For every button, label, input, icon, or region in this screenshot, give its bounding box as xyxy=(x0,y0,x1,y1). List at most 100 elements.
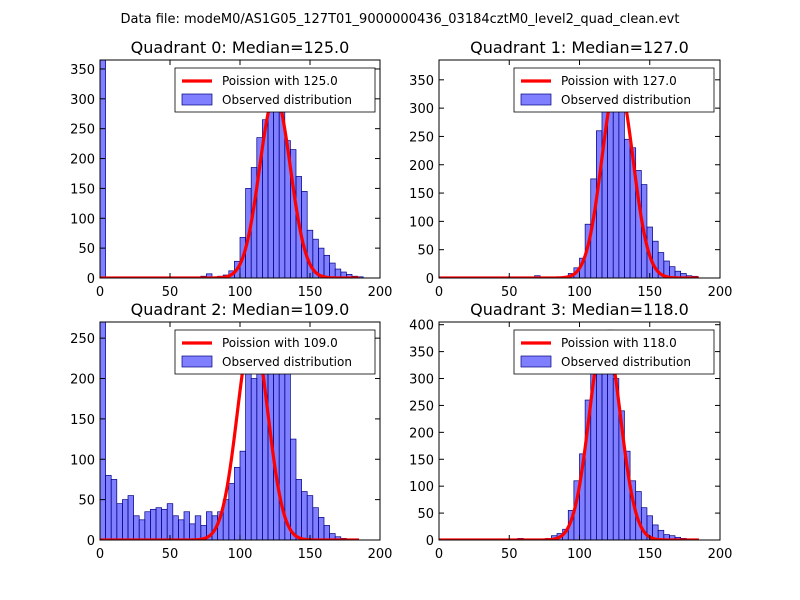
legend: Poission with 109.0 Observed distribution xyxy=(174,329,376,375)
y-tick-label: 250 xyxy=(70,332,95,347)
y-tick-label: 300 xyxy=(70,93,95,108)
histogram-bar xyxy=(323,254,330,278)
legend: Poission with 125.0 Observed distribution xyxy=(174,67,376,113)
y-tick-label: 350 xyxy=(409,346,434,361)
x-tick-label: 0 xyxy=(435,285,443,300)
histogram-bar xyxy=(133,515,140,540)
histogram-bar xyxy=(624,138,631,278)
y-tick-label: 250 xyxy=(409,399,434,414)
poisson-curve xyxy=(439,331,700,540)
y-tick-label: 100 xyxy=(409,480,434,495)
legend: Poission with 127.0 Observed distribution xyxy=(513,67,715,113)
histogram-bar xyxy=(323,525,330,540)
histogram-bar xyxy=(100,60,106,278)
y-tick-label: 250 xyxy=(409,130,434,145)
histogram-bar xyxy=(105,475,112,540)
histogram-bar xyxy=(234,466,241,540)
panel-quadrant-0: Quadrant 0: Median=125.0 0 50 100 150 200 0 50 1… xyxy=(70,38,392,300)
y-tick-label: 0 xyxy=(426,272,434,287)
panel-title: Quadrant 3: Median=118.0 xyxy=(470,300,689,319)
histogram-bar xyxy=(273,86,280,278)
y-tick-label: 200 xyxy=(409,426,434,441)
histogram-bar xyxy=(228,483,235,540)
x-tick-label: 0 xyxy=(96,285,104,300)
histogram-bar xyxy=(178,519,185,540)
legend-entry-poisson: Poission with 127.0 xyxy=(561,74,677,88)
histogram-bar xyxy=(138,519,146,540)
y-tick-label: 250 xyxy=(70,123,95,138)
x-tick-label: 0 xyxy=(96,547,104,562)
legend-bar-swatch xyxy=(520,355,552,368)
x-tick-label: 50 xyxy=(501,285,518,300)
y-tick-label: 100 xyxy=(70,212,95,227)
panel-quadrant-2: Quadrant 2: Median=109.0 0 50 100 150 200 0 50 1… xyxy=(70,300,392,562)
panel-title: Quadrant 0: Median=125.0 xyxy=(131,38,350,57)
histogram-bar xyxy=(189,523,196,540)
panel-title: Quadrant 1: Median=127.0 xyxy=(470,38,689,57)
y-tick-label: 100 xyxy=(409,215,434,230)
y-tick-label: 350 xyxy=(70,63,95,78)
y-tick-label: 150 xyxy=(409,453,434,468)
legend-bar-swatch xyxy=(181,355,213,368)
figure-title: Data file: modeM0/AS1G05_127T01_90000004… xyxy=(121,12,680,27)
y-tick-label: 0 xyxy=(87,272,95,287)
histogram-bar xyxy=(267,98,274,278)
y-tick-label: 200 xyxy=(70,153,95,168)
histogram-bar xyxy=(290,438,297,540)
legend-entry-observed: Observed distribution xyxy=(561,93,691,107)
histogram-bar xyxy=(318,517,325,540)
legend-entry-poisson: Poission with 125.0 xyxy=(222,74,338,88)
y-tick-label: 100 xyxy=(70,453,95,468)
histogram-bar xyxy=(150,508,157,540)
legend-bar-swatch xyxy=(181,93,213,106)
histogram-bar xyxy=(100,322,106,540)
y-tick-label: 400 xyxy=(409,319,434,334)
x-tick-label: 150 xyxy=(298,285,323,300)
y-tick-label: 50 xyxy=(78,242,95,257)
y-tick-label: 350 xyxy=(409,74,434,89)
histogram-bar xyxy=(127,495,134,540)
histogram-bar xyxy=(273,345,280,540)
x-tick-label: 200 xyxy=(368,285,393,300)
legend-bar-swatch xyxy=(520,93,552,106)
x-tick-label: 200 xyxy=(368,547,393,562)
x-tick-label: 50 xyxy=(162,285,179,300)
histogram-bar xyxy=(110,479,118,540)
histogram-bar xyxy=(312,507,319,540)
histogram-bar xyxy=(166,503,174,540)
y-tick-label: 150 xyxy=(70,413,95,428)
x-tick-label: 150 xyxy=(637,285,662,300)
histogram-bar xyxy=(194,515,202,540)
y-tick-label: 150 xyxy=(70,182,95,197)
x-tick-label: 50 xyxy=(501,547,518,562)
legend-entry-observed: Observed distribution xyxy=(222,355,352,369)
y-tick-label: 300 xyxy=(409,373,434,388)
histogram-bar xyxy=(122,499,129,540)
legend-entry-poisson: Poission with 118.0 xyxy=(561,336,677,350)
y-tick-label: 50 xyxy=(78,494,95,509)
x-tick-label: 150 xyxy=(637,547,662,562)
histogram-bar xyxy=(116,503,123,540)
panel-quadrant-3: Quadrant 3: Median=118.0 0 50 100 150 200 0 50 1… xyxy=(409,300,732,562)
legend-entry-observed: Observed distribution xyxy=(561,355,691,369)
histogram-bar xyxy=(306,495,314,540)
histogram-bar xyxy=(155,507,162,540)
x-tick-label: 100 xyxy=(567,285,592,300)
x-tick-label: 200 xyxy=(708,285,733,300)
histogram-bar xyxy=(306,229,314,278)
y-tick-label: 200 xyxy=(70,373,95,388)
panel-title: Quadrant 2: Median=109.0 xyxy=(131,300,350,319)
x-tick-label: 150 xyxy=(298,547,323,562)
histogram-bar xyxy=(245,366,252,540)
poisson-curve xyxy=(439,78,700,278)
histogram-bar xyxy=(618,90,625,278)
x-tick-label: 100 xyxy=(228,547,253,562)
panel-quadrant-1: Quadrant 1: Median=127.0 0 50 100 150 200 0 50 1… xyxy=(409,38,732,300)
y-tick-label: 50 xyxy=(417,244,434,259)
y-tick-label: 300 xyxy=(409,102,434,117)
y-tick-label: 50 xyxy=(417,507,434,522)
legend-entry-observed: Observed distribution xyxy=(222,93,352,107)
histogram-bar xyxy=(329,262,336,278)
histogram-bar xyxy=(295,479,302,540)
x-tick-label: 0 xyxy=(435,547,443,562)
